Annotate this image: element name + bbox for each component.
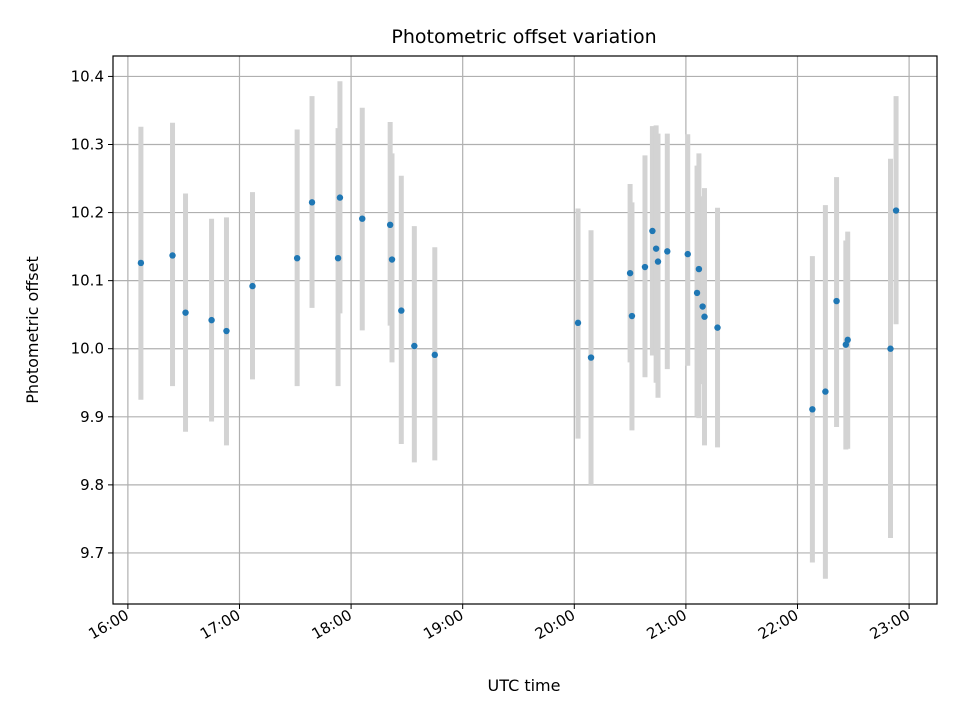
data-point — [887, 345, 894, 352]
data-point — [137, 259, 145, 267]
y-tick-label: 10.1 — [71, 272, 104, 290]
data-point — [714, 324, 721, 331]
data-point — [411, 342, 418, 350]
data-point — [693, 289, 701, 297]
x-axis-label: UTC time — [488, 676, 561, 695]
data-point — [574, 319, 582, 327]
data-point — [223, 327, 230, 335]
data-point — [208, 316, 215, 324]
data-point — [844, 336, 851, 344]
data-point — [398, 307, 405, 314]
data-point — [359, 215, 366, 222]
x-tick-label: 18:00 — [309, 606, 355, 643]
x-tick-label: 20:00 — [532, 606, 578, 643]
x-tick-label: 19:00 — [420, 606, 466, 643]
y-tick-label: 9.8 — [80, 476, 104, 494]
y-tick-label: 10.4 — [71, 67, 104, 85]
data-point — [182, 309, 189, 316]
data-point — [684, 250, 691, 258]
chart-title: Photometric offset variation — [391, 26, 656, 48]
data-point — [892, 207, 900, 214]
data-point — [809, 406, 816, 413]
data-point — [822, 388, 829, 395]
data-point — [654, 258, 662, 265]
data-point — [388, 256, 396, 263]
data-point — [169, 252, 176, 259]
y-tick-label: 10.2 — [71, 204, 104, 222]
y-tick-label: 10.0 — [71, 340, 104, 358]
data-point — [249, 282, 256, 290]
y-axis-ticks: 9.7 9.8 9.9 10.0 10.1 10.2 10.3 10.4 — [71, 67, 113, 562]
y-tick-label: 9.7 — [80, 544, 104, 562]
x-tick-label: 22:00 — [755, 606, 801, 643]
x-axis-ticks: 16:00 17:00 18:00 19:00 20:00 21:00 22:00 23:00 — [85, 604, 913, 643]
x-tick-label: 23:00 — [867, 606, 913, 643]
data-point — [431, 351, 438, 359]
x-tick-label: 21:00 — [643, 606, 689, 643]
data-points — [137, 194, 900, 413]
y-tick-label: 10.3 — [71, 135, 104, 153]
data-point — [649, 227, 656, 235]
y-axis-label: Photometric offset — [23, 256, 42, 404]
data-point — [587, 354, 595, 361]
plot-frame — [112, 55, 938, 605]
x-tick-label: 17:00 — [197, 606, 243, 643]
data-point — [664, 248, 671, 255]
data-point — [628, 312, 636, 320]
data-point — [293, 254, 301, 262]
data-point — [336, 194, 344, 201]
data-point — [833, 297, 840, 305]
data-point — [695, 265, 703, 273]
data-point — [626, 269, 634, 277]
data-point — [641, 263, 649, 271]
data-point — [701, 313, 708, 320]
data-point — [334, 254, 342, 262]
error-bars — [138, 81, 899, 579]
x-tick-label: 16:00 — [85, 606, 131, 643]
data-point — [308, 199, 316, 206]
y-tick-label: 9.9 — [80, 408, 104, 426]
data-point — [699, 303, 706, 310]
data-point — [652, 245, 660, 252]
data-point — [386, 221, 394, 229]
